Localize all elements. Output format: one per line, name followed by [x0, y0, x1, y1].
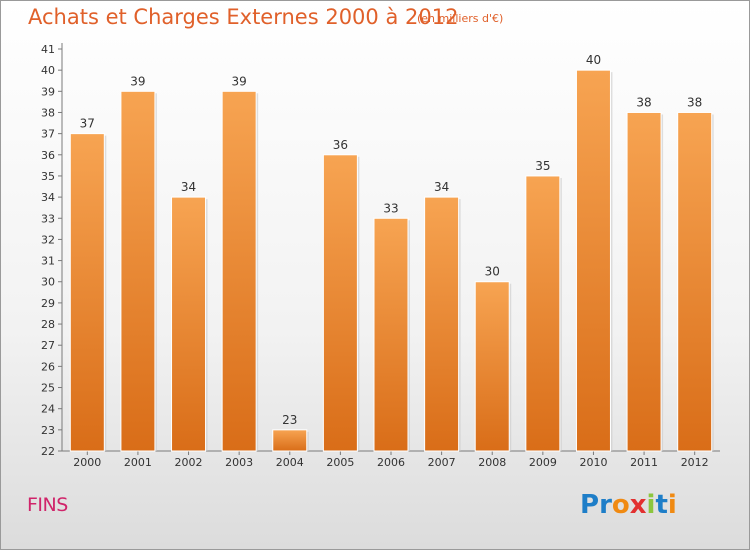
chart-bars	[69, 69, 714, 452]
y-tick-label: 32	[41, 233, 55, 246]
x-tick-label-2002: 2002	[175, 456, 203, 469]
x-tick-label-2010: 2010	[579, 456, 607, 469]
y-tick-label: 33	[41, 212, 55, 225]
x-tick-label-2004: 2004	[276, 456, 304, 469]
bar-2000	[69, 133, 105, 452]
commune-name: FINS	[27, 494, 68, 516]
bar-2009	[525, 175, 561, 452]
bar-2010	[575, 69, 611, 452]
value-label-2001: 39	[130, 74, 145, 88]
x-tick-label-2007: 2007	[428, 456, 456, 469]
y-tick-label: 38	[41, 106, 55, 119]
value-label-2010: 40	[586, 53, 601, 67]
y-tick-label: 40	[41, 64, 55, 77]
value-label-2002: 34	[181, 180, 196, 194]
y-tick-label: 35	[41, 170, 55, 183]
x-tick-label-2006: 2006	[377, 456, 405, 469]
y-tick-label: 30	[41, 276, 55, 289]
y-tick-label: 36	[41, 149, 55, 162]
y-tick-label: 25	[41, 382, 55, 395]
value-label-2000: 37	[80, 117, 95, 131]
y-tick-label: 23	[41, 424, 55, 437]
bar-2004	[272, 429, 308, 452]
x-tick-label-2005: 2005	[326, 456, 354, 469]
chart-labels: 37 2000 39 2001 34 2002 39 2003 23 2004 36 2005 33 20…	[73, 53, 708, 469]
y-tick-label: 29	[41, 297, 55, 310]
value-label-2004: 23	[282, 413, 297, 427]
value-label-2006: 33	[383, 201, 398, 215]
x-tick-label-2011: 2011	[630, 456, 658, 469]
x-tick-label-2008: 2008	[478, 456, 506, 469]
bar-2012	[677, 111, 713, 452]
y-tick-label: 41	[41, 43, 55, 56]
y-tick-label: 27	[41, 339, 55, 352]
value-label-2011: 38	[636, 95, 651, 109]
bar-2005	[322, 154, 358, 452]
bar-2006	[373, 217, 409, 452]
x-tick-label-2003: 2003	[225, 456, 253, 469]
bar-2001	[120, 90, 156, 452]
proxiti-logo[interactable]: Proxiti	[580, 490, 677, 520]
chart-title: Achats et Charges Externes 2000 à 2012	[28, 5, 459, 29]
bar-2008	[474, 281, 510, 452]
bar-2002	[171, 196, 207, 452]
y-tick-label: 34	[41, 191, 55, 204]
chart-subtitle: (en milliers d'€)	[417, 12, 504, 25]
x-tick-label-2012: 2012	[681, 456, 709, 469]
y-tick-label: 26	[41, 360, 55, 373]
y-tick-label: 37	[41, 128, 55, 141]
value-label-2008: 30	[485, 265, 500, 279]
value-label-2007: 34	[434, 180, 449, 194]
value-label-2003: 39	[232, 74, 247, 88]
bar-2011	[626, 111, 662, 452]
x-tick-label-2001: 2001	[124, 456, 152, 469]
value-label-2009: 35	[535, 159, 550, 173]
y-tick-label: 39	[41, 85, 55, 98]
y-tick-label: 31	[41, 255, 55, 268]
x-tick-label-2000: 2000	[73, 456, 101, 469]
x-tick-label-2009: 2009	[529, 456, 557, 469]
value-label-2012: 38	[687, 95, 702, 109]
y-tick-label: 28	[41, 318, 55, 331]
y-tick-label: 24	[41, 403, 55, 416]
y-tick-label: 22	[41, 445, 55, 458]
value-label-2005: 36	[333, 138, 348, 152]
bar-2007	[424, 196, 460, 452]
bar-2003	[221, 90, 257, 452]
